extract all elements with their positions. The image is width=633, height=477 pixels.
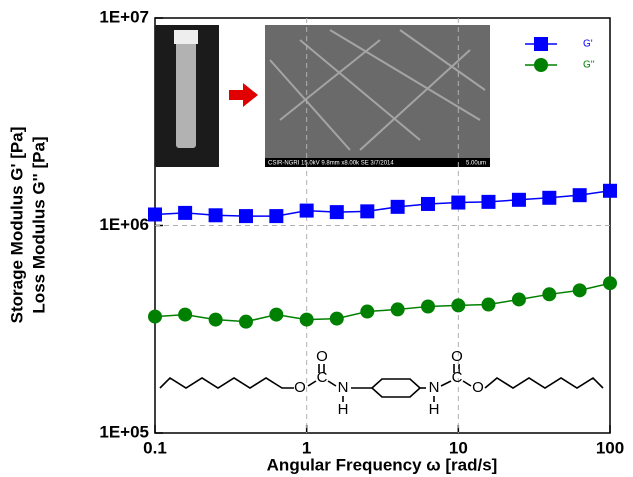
data-point bbox=[542, 191, 556, 205]
vial-cap bbox=[174, 30, 198, 44]
structure-atom: N bbox=[429, 379, 440, 396]
y-axis-label: Loss Modulus G'' [Pa] bbox=[29, 136, 48, 313]
y-tick-label: 1E+07 bbox=[99, 7, 149, 26]
data-point bbox=[178, 206, 192, 220]
data-point bbox=[300, 313, 314, 327]
structure-atom: H bbox=[338, 401, 349, 418]
sem-scale: 5.00um bbox=[466, 161, 486, 167]
series-line bbox=[155, 283, 610, 321]
data-point bbox=[269, 308, 283, 322]
vial bbox=[176, 38, 196, 148]
data-point bbox=[512, 292, 526, 306]
data-point bbox=[573, 283, 587, 297]
data-point bbox=[148, 207, 162, 221]
legend-label: G' bbox=[583, 39, 593, 50]
data-point bbox=[534, 37, 548, 51]
data-point bbox=[512, 193, 526, 207]
data-point bbox=[421, 300, 435, 314]
data-point bbox=[360, 204, 374, 218]
chart: CSIR-NGRI 15.0kV 9.8mm x8.00k SE 3/7/201… bbox=[0, 0, 633, 477]
data-point bbox=[391, 302, 405, 316]
structure-atom: N bbox=[338, 379, 349, 396]
x-tick-label: 0.1 bbox=[143, 438, 167, 457]
x-axis-label: Angular Frequency ω [rad/s] bbox=[267, 455, 498, 474]
structure-atom: O bbox=[451, 348, 463, 365]
data-point bbox=[542, 287, 556, 301]
data-point bbox=[451, 298, 465, 312]
data-point bbox=[209, 313, 223, 327]
structure-atom: C bbox=[317, 369, 328, 386]
legend-label: G'' bbox=[583, 60, 595, 71]
data-point bbox=[239, 315, 253, 329]
data-point bbox=[269, 209, 283, 223]
structure-atom: H bbox=[429, 401, 440, 418]
data-point bbox=[603, 184, 617, 198]
data-point bbox=[391, 200, 405, 214]
data-point bbox=[239, 209, 253, 223]
x-tick-label: 100 bbox=[596, 438, 624, 457]
x-tick-label: 1 bbox=[302, 438, 311, 457]
data-point bbox=[481, 195, 495, 209]
data-point bbox=[451, 196, 465, 210]
data-point bbox=[330, 312, 344, 326]
arrow bbox=[229, 83, 258, 107]
x-tick-label: 10 bbox=[449, 438, 468, 457]
structure-atom: O bbox=[472, 379, 484, 396]
structure-atom: O bbox=[294, 379, 306, 396]
sem-caption: CSIR-NGRI 15.0kV 9.8mm x8.00k SE 3/7/201… bbox=[268, 161, 394, 167]
data-point bbox=[148, 310, 162, 324]
data-point bbox=[573, 188, 587, 202]
data-point bbox=[300, 204, 314, 218]
data-point bbox=[209, 208, 223, 222]
series-line bbox=[155, 191, 610, 216]
data-point bbox=[481, 298, 495, 312]
data-point bbox=[330, 205, 344, 219]
data-point bbox=[360, 305, 374, 319]
data-point bbox=[603, 276, 617, 290]
y-tick-label: 1E+06 bbox=[99, 215, 149, 234]
y-axis-label: Storage Modulus G' [Pa] bbox=[7, 127, 26, 324]
data-point bbox=[534, 58, 548, 72]
data-point bbox=[421, 197, 435, 211]
y-tick-label: 1E+05 bbox=[99, 422, 149, 441]
sem-image bbox=[265, 25, 490, 167]
structure-bonds bbox=[160, 364, 603, 402]
structure-atom: C bbox=[452, 369, 463, 386]
data-point bbox=[178, 308, 192, 322]
structure-atom: O bbox=[316, 348, 328, 365]
